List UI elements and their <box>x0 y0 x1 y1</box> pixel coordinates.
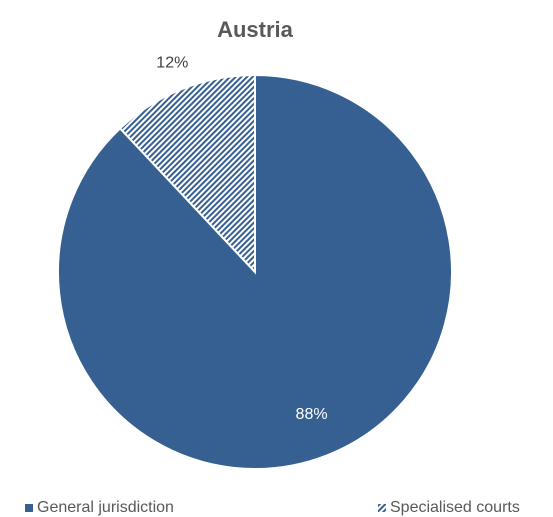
pie-slice <box>118 73 256 275</box>
data-label: 12% <box>156 54 188 71</box>
legend-swatch <box>25 504 33 512</box>
chart-title: Austria <box>217 17 294 42</box>
legend-label: Specialised courts <box>390 499 520 516</box>
legend-label: General jurisdiction <box>37 499 174 516</box>
legend-swatch <box>378 504 386 512</box>
data-label: 88% <box>296 406 328 423</box>
pie-slice <box>57 73 453 470</box>
